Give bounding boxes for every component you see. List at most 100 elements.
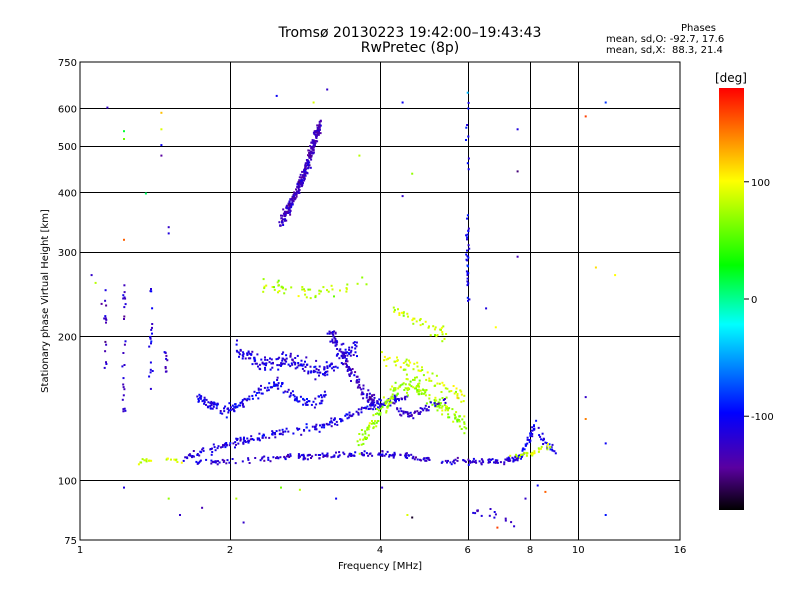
- data-point: [331, 367, 334, 370]
- data-point: [300, 179, 303, 182]
- data-point: [474, 459, 477, 462]
- data-point: [416, 361, 419, 364]
- data-point: [415, 385, 418, 388]
- data-point: [346, 364, 348, 367]
- data-point: [198, 396, 201, 399]
- data-point: [458, 420, 461, 423]
- data-point: [480, 514, 483, 517]
- data-point: [550, 446, 553, 449]
- data-point: [406, 413, 409, 415]
- data-point: [405, 378, 408, 380]
- data-point: [357, 413, 360, 416]
- data-point: [256, 437, 259, 440]
- data-point: [290, 206, 293, 209]
- data-point: [148, 375, 151, 378]
- y-tick-label: 75: [64, 536, 77, 547]
- data-point: [248, 352, 251, 355]
- data-point: [494, 461, 497, 464]
- data-point: [276, 364, 279, 367]
- data-point: [214, 449, 217, 452]
- data-point: [303, 289, 306, 292]
- data-point: [310, 141, 313, 144]
- data-point: [298, 427, 301, 430]
- data-point: [405, 363, 408, 366]
- data-point: [313, 366, 316, 369]
- data-point: [191, 455, 194, 457]
- data-point: [314, 370, 317, 373]
- data-point: [388, 402, 391, 405]
- data-point: [315, 137, 318, 139]
- data-point: [329, 340, 332, 343]
- data-point: [441, 413, 444, 416]
- data-point: [466, 280, 469, 283]
- data-point: [504, 517, 507, 520]
- data-point: [344, 351, 347, 354]
- data-point: [344, 354, 346, 357]
- data-point: [322, 373, 324, 376]
- data-point: [210, 459, 213, 462]
- data-point: [298, 400, 301, 403]
- data-point: [420, 393, 423, 395]
- data-point: [356, 355, 358, 358]
- data-point: [306, 401, 308, 404]
- data-point: [219, 412, 222, 415]
- data-point: [242, 355, 245, 358]
- data-point: [440, 326, 443, 329]
- data-point: [292, 432, 295, 435]
- data-point: [249, 357, 252, 360]
- data-point: [522, 453, 524, 456]
- data-point: [167, 232, 170, 235]
- data-point: [317, 124, 320, 127]
- data-point: [210, 453, 213, 456]
- data-point: [251, 397, 254, 400]
- data-point: [372, 427, 375, 430]
- data-point: [307, 454, 310, 457]
- data-point: [202, 447, 205, 450]
- data-point: [316, 133, 319, 136]
- data-point: [362, 393, 365, 396]
- data-point: [304, 168, 307, 171]
- data-point: [284, 430, 287, 433]
- data-point: [197, 398, 200, 400]
- data-point: [231, 404, 234, 407]
- data-point: [300, 454, 303, 457]
- data-point: [326, 332, 329, 335]
- data-point: [370, 402, 373, 405]
- data-point: [216, 403, 219, 406]
- data-point: [213, 401, 216, 404]
- data-point: [277, 284, 280, 287]
- data-point: [507, 456, 510, 459]
- data-point: [403, 397, 406, 399]
- data-point: [354, 344, 357, 346]
- data-point: [267, 458, 270, 461]
- data-point: [350, 453, 353, 456]
- data-point: [325, 422, 328, 425]
- data-point: [209, 405, 212, 407]
- data-point: [283, 362, 286, 365]
- data-point: [224, 405, 227, 408]
- data-point: [538, 448, 541, 451]
- data-point: [358, 154, 361, 157]
- data-point: [363, 453, 365, 456]
- data-point: [466, 214, 469, 217]
- data-point: [463, 415, 466, 418]
- data-point: [277, 357, 280, 360]
- data-point: [223, 410, 226, 413]
- data-point: [323, 368, 326, 371]
- data-point: [199, 459, 202, 462]
- data-point: [370, 398, 373, 401]
- data-point: [466, 277, 469, 280]
- data-point: [377, 413, 380, 416]
- data-point: [207, 405, 210, 408]
- data-point: [165, 458, 168, 461]
- data-point: [241, 403, 244, 405]
- data-point: [398, 312, 401, 315]
- data-point: [271, 286, 274, 288]
- data-point: [251, 363, 254, 366]
- data-point: [333, 418, 336, 421]
- data-point: [269, 386, 272, 389]
- data-point: [316, 126, 319, 129]
- data-point: [196, 395, 199, 398]
- data-point: [359, 386, 361, 389]
- data-point: [375, 421, 378, 424]
